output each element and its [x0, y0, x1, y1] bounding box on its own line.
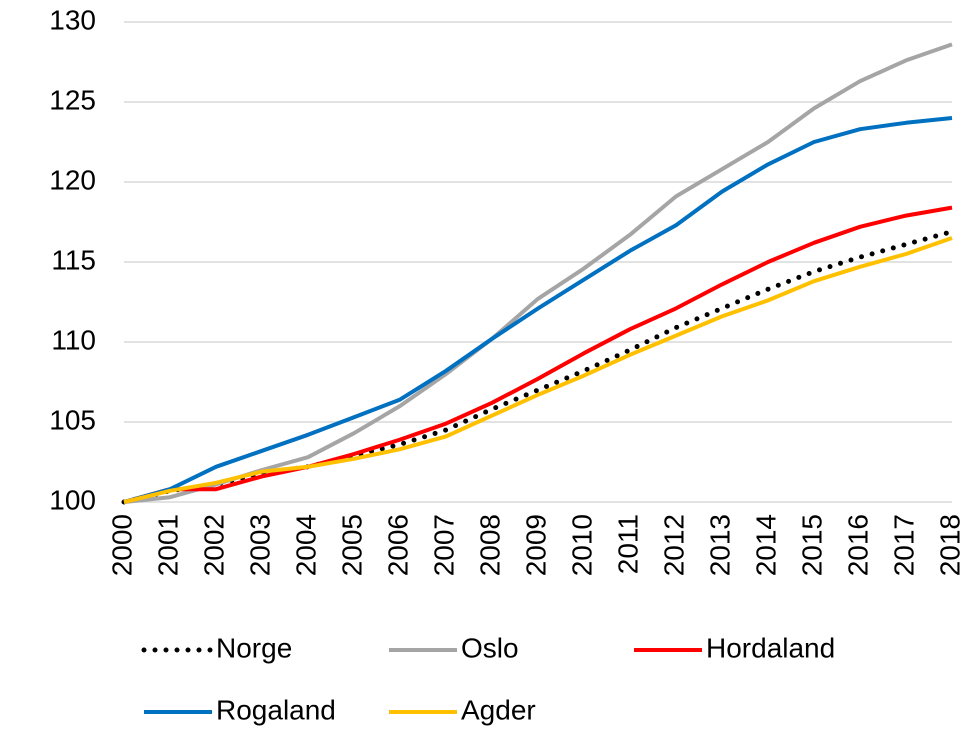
series-line [121, 229, 955, 505]
x-tick-label: 2013 [704, 514, 735, 576]
x-tick-label: 2009 [520, 514, 551, 576]
y-tick-label: 125 [49, 84, 96, 115]
y-tick-label: 130 [49, 4, 96, 35]
series-line [123, 236, 953, 504]
x-tick-label: 2008 [474, 514, 505, 576]
x-tick-label: 2004 [290, 514, 321, 576]
series-line [123, 42, 953, 504]
x-tick-label: 2012 [658, 514, 689, 576]
legend-label: Hordaland [706, 632, 835, 663]
legend-label: Agder [461, 694, 536, 725]
x-tick-label: 2007 [428, 514, 459, 576]
x-tick-label: 2003 [244, 514, 275, 576]
x-tick-label: 2000 [106, 514, 137, 576]
legend-label: Rogaland [216, 694, 336, 725]
series-line [123, 116, 953, 504]
y-tick-label: 110 [51, 324, 96, 355]
x-tick-label: 2015 [796, 514, 827, 576]
y-tick-label: 100 [49, 484, 96, 515]
x-tick-label: 2005 [336, 514, 367, 576]
x-tick-label: 2016 [842, 514, 873, 576]
x-tick-label: 2014 [750, 514, 781, 576]
x-tick-label: 2018 [934, 514, 965, 576]
x-tick-label: 2017 [888, 514, 919, 576]
x-tick-label: 2002 [198, 514, 229, 576]
y-tick-label: 120 [49, 164, 96, 195]
x-tick-label: 2006 [382, 514, 413, 576]
y-tick-label: 105 [49, 404, 96, 435]
x-tick-label: 2001 [152, 514, 183, 576]
legend-label: Norge [216, 632, 292, 663]
legend-label: Oslo [461, 632, 519, 663]
x-tick-label: 2011 [612, 514, 643, 574]
x-tick-label: 2010 [566, 514, 597, 576]
series-line [123, 205, 953, 504]
y-tick-label: 115 [51, 244, 96, 275]
